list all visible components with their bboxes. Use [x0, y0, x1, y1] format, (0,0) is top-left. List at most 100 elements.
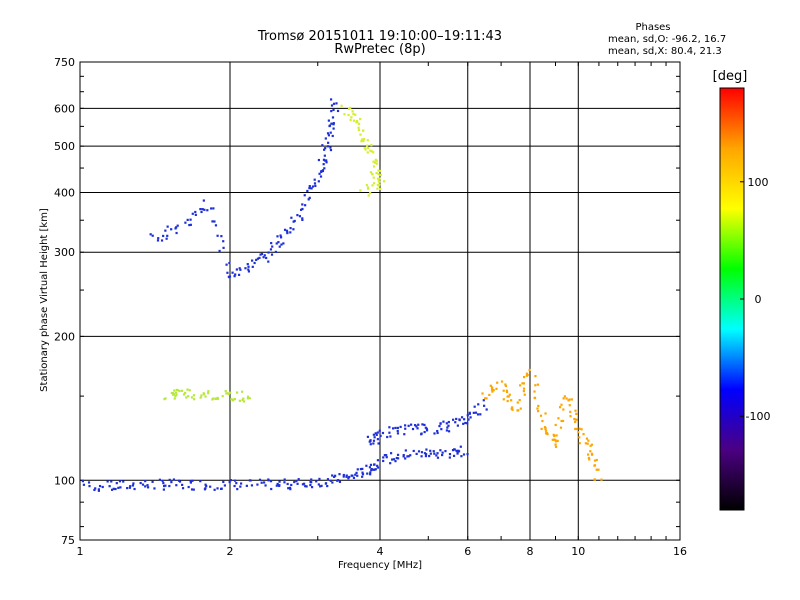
- data-point: [229, 479, 232, 482]
- data-point: [424, 455, 428, 458]
- data-point: [518, 398, 521, 402]
- data-point: [182, 393, 186, 396]
- data-point: [554, 443, 557, 446]
- data-point: [230, 398, 233, 401]
- data-point: [262, 256, 265, 259]
- data-point: [448, 456, 451, 459]
- data-point: [367, 194, 370, 197]
- data-point: [377, 179, 380, 183]
- data-point: [371, 184, 374, 187]
- data-point: [285, 229, 289, 232]
- data-point: [580, 428, 583, 431]
- data-point: [504, 384, 508, 388]
- data-point: [286, 231, 289, 235]
- data-point: [578, 442, 581, 445]
- data-point: [467, 418, 470, 421]
- data-point: [385, 454, 388, 457]
- data-point: [343, 113, 346, 116]
- data-point: [369, 471, 372, 474]
- data-point: [166, 225, 169, 228]
- data-point: [310, 478, 313, 481]
- data-point: [178, 480, 182, 483]
- y-tick-label: 600: [54, 102, 75, 115]
- data-point: [593, 459, 597, 462]
- data-point: [521, 382, 524, 385]
- data-point: [534, 374, 537, 378]
- data-point: [447, 420, 450, 424]
- data-point: [536, 383, 540, 386]
- data-point: [506, 399, 509, 403]
- data-point: [255, 258, 258, 261]
- data-point: [355, 121, 358, 124]
- data-point: [537, 410, 540, 413]
- data-point: [570, 398, 573, 401]
- data-point: [505, 389, 508, 392]
- data-point: [321, 144, 324, 147]
- data-point: [186, 388, 189, 391]
- data-point: [415, 452, 418, 456]
- data-point: [523, 393, 526, 396]
- data-point: [383, 454, 386, 457]
- data-point: [282, 242, 285, 245]
- data-point: [371, 173, 374, 176]
- data-point: [279, 234, 282, 237]
- x-tick-label: 1: [77, 545, 84, 558]
- data-point: [578, 436, 581, 439]
- data-point: [321, 169, 325, 172]
- data-point: [206, 209, 209, 212]
- data-point: [236, 488, 239, 491]
- data-point: [342, 475, 345, 478]
- data-point: [333, 475, 336, 478]
- data-point: [510, 399, 513, 402]
- data-point: [414, 424, 417, 427]
- data-point: [228, 481, 231, 484]
- data-point: [589, 450, 592, 453]
- data-point: [338, 480, 342, 483]
- data-point: [250, 484, 254, 487]
- data-point: [164, 484, 167, 487]
- data-point: [357, 122, 361, 125]
- data-point: [304, 485, 307, 488]
- plot-area: 1 2 4 6 8 10 16 75 100 200 300 400 500 600 750: [54, 56, 687, 558]
- data-point: [432, 450, 435, 453]
- data-point: [409, 423, 413, 426]
- data-point: [332, 108, 335, 112]
- data-point: [168, 478, 171, 481]
- data-point: [372, 439, 376, 442]
- data-point: [361, 475, 364, 478]
- data-point: [331, 481, 334, 484]
- data-point: [402, 455, 405, 458]
- data-point: [173, 389, 176, 392]
- data-point: [490, 388, 494, 391]
- data-point: [522, 376, 526, 379]
- data-point: [473, 405, 476, 408]
- data-point: [241, 390, 244, 393]
- data-point: [146, 484, 149, 487]
- data-point: [533, 390, 536, 393]
- data-point: [489, 384, 492, 387]
- colorbar: 100 0 -100: [719, 87, 770, 511]
- data-point: [278, 484, 281, 488]
- data-point: [379, 173, 382, 177]
- data-point: [162, 482, 165, 485]
- y-tick-label: 750: [54, 56, 75, 69]
- data-point: [468, 411, 471, 414]
- data-point: [156, 239, 160, 242]
- data-point: [274, 250, 277, 254]
- data-point: [301, 207, 304, 211]
- data-point: [324, 482, 328, 485]
- data-point: [336, 109, 340, 113]
- data-point: [365, 144, 369, 147]
- data-point: [376, 183, 379, 186]
- data-point: [407, 455, 410, 458]
- data-point: [287, 487, 290, 490]
- data-point: [246, 263, 249, 266]
- data-point: [425, 429, 429, 432]
- data-point: [588, 458, 591, 461]
- data-point: [110, 488, 114, 491]
- data-point: [423, 423, 426, 427]
- data-point: [372, 442, 375, 445]
- data-point: [216, 234, 219, 237]
- data-point: [407, 424, 410, 427]
